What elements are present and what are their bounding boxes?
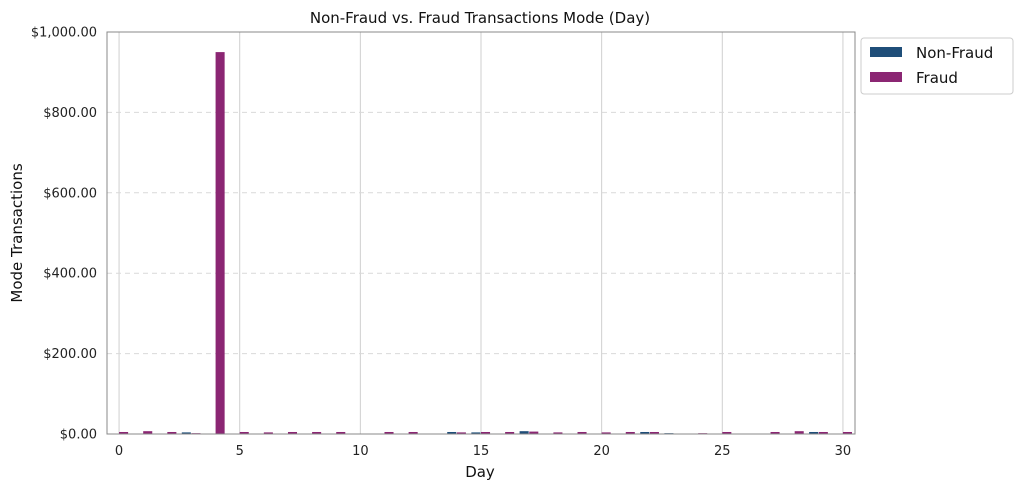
bar-fraud <box>263 432 273 434</box>
y-tick-label: $200.00 <box>43 347 97 362</box>
bar-fraud <box>143 431 153 434</box>
x-tick-label: 15 <box>473 444 490 459</box>
bar-fraud <box>649 431 659 434</box>
bar-non-fraud <box>447 431 457 434</box>
bar-fraud <box>312 431 322 434</box>
bar-fraud <box>408 431 418 434</box>
x-tick-label: 30 <box>835 444 852 459</box>
plot-frame <box>106 31 856 435</box>
y-tick-label: $1,000.00 <box>31 26 97 41</box>
bar-fraud <box>287 431 298 434</box>
bar-fraud <box>553 432 563 434</box>
grid-layer <box>107 31 855 435</box>
bar-fraud <box>842 431 852 434</box>
bar-fraud <box>239 431 249 434</box>
bar-fraud <box>722 431 732 434</box>
x-tick-label: 5 <box>236 444 244 459</box>
bar-fraud <box>505 431 515 434</box>
bar-fraud <box>529 431 539 434</box>
x-tick-label: 10 <box>352 444 369 459</box>
y-tick-label: $0.00 <box>60 428 97 443</box>
ticks-layer: 0 5 10 15 20 25 30 $0.00 $200.00 $400.00 $600.00 $8… <box>31 26 851 460</box>
x-axis-title: Day <box>465 463 495 481</box>
bar-fraud <box>384 431 394 434</box>
x-tick-label: 0 <box>115 444 123 459</box>
chart-title: Non-Fraud vs. Fraud Transactions Mode (D… <box>310 9 650 27</box>
bar-fraud <box>818 431 828 434</box>
bar-non-fraud <box>640 431 650 434</box>
bar-fraud <box>601 432 611 434</box>
y-tick-label: $400.00 <box>43 267 97 282</box>
bar-non-fraud <box>471 432 481 434</box>
bar-fraud <box>456 432 466 434</box>
legend-label-non-fraud: Non-Fraud <box>916 44 993 62</box>
bar-fraud <box>215 52 225 434</box>
x-tick-label: 20 <box>593 444 610 459</box>
legend-swatch-non-fraud <box>870 47 902 57</box>
y-axis-title: Mode Transactions <box>8 163 26 302</box>
y-tick-label: $600.00 <box>43 186 97 201</box>
bar-fraud <box>770 431 780 434</box>
bar-fraud <box>167 431 177 434</box>
bar-non-fraud <box>519 431 529 434</box>
legend-label-fraud: Fraud <box>916 69 958 87</box>
bar-fraud <box>481 431 491 434</box>
bar-fraud <box>119 431 129 434</box>
bar-non-fraud <box>181 432 191 434</box>
legend-swatch-fraud <box>870 72 902 82</box>
bar-non-fraud <box>809 431 819 434</box>
bar-fraud <box>625 431 635 434</box>
y-tick-label: $800.00 <box>43 106 97 121</box>
x-tick-label: 25 <box>714 444 731 459</box>
legend: Non-Fraud Fraud <box>860 37 1014 95</box>
bar-fraud <box>577 431 587 434</box>
bar-fraud <box>336 431 346 434</box>
bar-fraud <box>794 431 804 434</box>
